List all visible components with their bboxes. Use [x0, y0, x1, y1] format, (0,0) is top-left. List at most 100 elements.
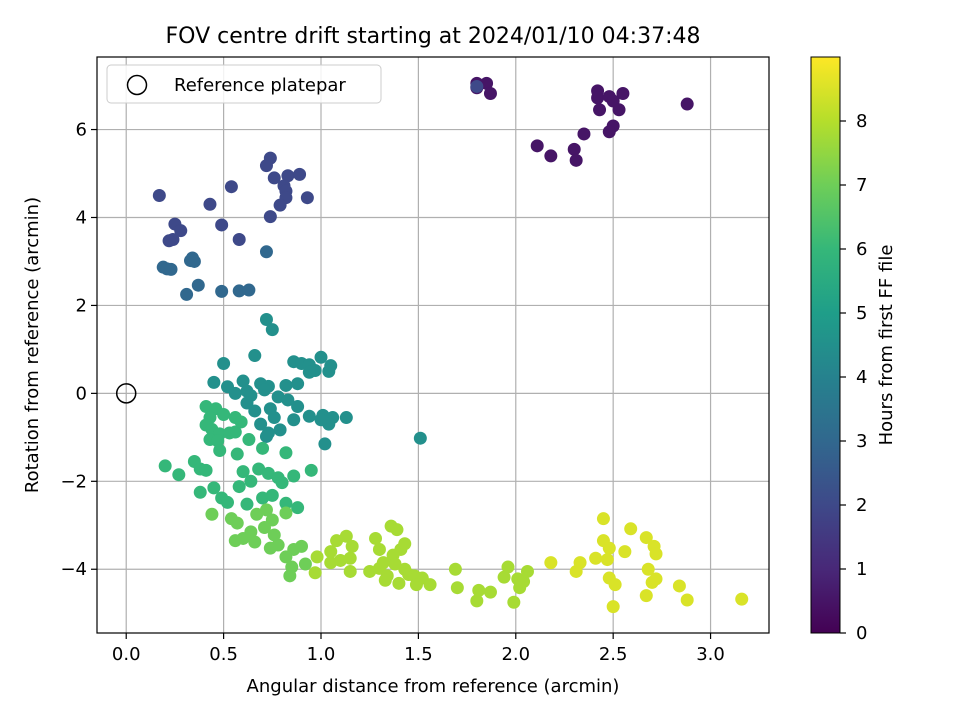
data-point	[230, 447, 244, 461]
data-point	[322, 364, 336, 378]
colorbar-gradient	[810, 56, 841, 634]
data-point	[649, 572, 663, 586]
data-point	[339, 411, 353, 425]
data-point	[193, 485, 207, 499]
data-point	[314, 350, 328, 364]
data-point	[641, 562, 655, 576]
colorbar-tick-label: 7	[856, 175, 867, 196]
data-point	[390, 523, 404, 537]
data-point	[267, 528, 281, 542]
data-point	[324, 556, 338, 570]
data-point	[450, 581, 464, 595]
y-tick-label: 2	[76, 295, 87, 316]
data-point	[250, 507, 264, 521]
data-point	[577, 127, 591, 141]
data-point	[261, 466, 275, 480]
data-point	[265, 323, 279, 337]
y-tick-label: 0	[76, 383, 87, 404]
x-tick-label: 0.5	[209, 644, 238, 665]
data-point	[304, 463, 318, 477]
data-point	[281, 169, 295, 183]
colorbar-label: Hours from first FF file	[876, 245, 897, 446]
data-point	[263, 210, 277, 224]
data-point	[172, 468, 186, 482]
data-point	[256, 491, 270, 505]
data-point	[333, 553, 347, 567]
data-point	[281, 393, 295, 407]
data-point	[283, 569, 297, 583]
data-point	[232, 232, 246, 246]
data-point	[199, 463, 213, 477]
data-point	[230, 516, 244, 530]
data-point	[392, 576, 406, 590]
data-point	[228, 534, 242, 548]
data-point	[596, 512, 610, 526]
x-tick-label: 3.0	[696, 644, 725, 665]
data-point	[735, 592, 749, 606]
data-point	[234, 415, 248, 429]
data-point	[203, 197, 217, 211]
data-point	[279, 496, 293, 510]
data-point	[291, 377, 305, 391]
data-point	[215, 218, 229, 232]
data-point	[164, 262, 178, 276]
y-tick-label: 4	[76, 207, 87, 228]
data-point	[378, 573, 392, 587]
data-point	[517, 575, 531, 589]
data-point	[207, 481, 221, 495]
data-point	[343, 564, 357, 578]
data-point	[254, 417, 268, 431]
data-point	[388, 557, 402, 571]
data-point	[608, 578, 622, 592]
y-axis-label: Rotation from reference (arcmin)	[22, 197, 43, 493]
data-point	[259, 312, 273, 326]
data-point	[279, 550, 293, 564]
data-point	[217, 407, 231, 421]
data-point	[345, 539, 359, 553]
data-points	[115, 76, 749, 614]
colorbar-tick-label: 4	[856, 367, 867, 388]
data-point	[472, 583, 486, 597]
data-point	[259, 245, 273, 259]
data-point	[483, 585, 497, 599]
data-point	[273, 423, 287, 437]
data-point	[279, 506, 293, 520]
data-point	[191, 278, 205, 292]
data-point	[612, 103, 626, 117]
data-point	[624, 522, 638, 536]
colorbar-tick-label: 0	[856, 623, 867, 644]
data-point	[497, 570, 511, 584]
data-point	[224, 180, 238, 194]
data-point	[300, 191, 314, 205]
data-point	[267, 171, 281, 185]
y-tick-label: −4	[60, 559, 87, 580]
data-point	[672, 579, 686, 593]
data-point	[205, 507, 219, 521]
data-point	[591, 91, 605, 105]
data-point	[258, 520, 272, 534]
data-point	[318, 437, 332, 451]
data-point	[273, 198, 287, 212]
data-point	[265, 488, 279, 502]
legend-marker-reference	[126, 74, 148, 96]
data-point	[544, 149, 558, 163]
data-point	[298, 557, 312, 571]
data-point	[256, 441, 270, 455]
data-point	[544, 556, 558, 570]
data-point	[324, 545, 338, 559]
legend: Reference platepar	[106, 64, 382, 104]
x-tick-label: 0.0	[112, 644, 141, 665]
data-point	[589, 551, 603, 565]
y-tick-label: −2	[60, 471, 87, 492]
data-point	[259, 159, 273, 173]
colorbar-tick-label: 6	[856, 239, 867, 260]
data-point	[236, 465, 250, 479]
data-point	[221, 495, 235, 509]
data-point	[520, 564, 534, 578]
data-point	[187, 254, 201, 268]
data-point	[252, 462, 266, 476]
data-point	[343, 551, 357, 565]
x-tick-label: 1.5	[404, 644, 433, 665]
data-point	[295, 539, 309, 553]
legend-label-reference: Reference platepar	[174, 75, 346, 96]
